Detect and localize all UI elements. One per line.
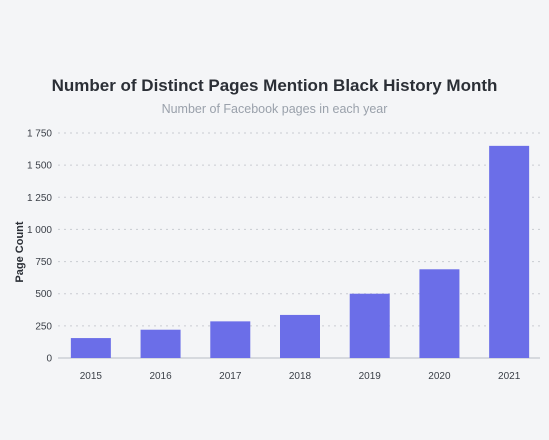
bar — [70, 338, 111, 358]
chart-title: Number of Distinct Pages Mention Black H… — [51, 76, 498, 95]
y-tick-label: 500 — [35, 289, 52, 300]
y-tick-label: 1 500 — [27, 161, 52, 172]
y-tick-label: 750 — [35, 257, 52, 268]
bar — [140, 329, 181, 358]
chart-subtitle: Number of Facebook pages in each year — [161, 102, 388, 116]
y-tick-label: 1 250 — [27, 193, 52, 204]
bar — [210, 321, 251, 358]
x-tick-label: 2016 — [149, 371, 172, 382]
bar — [419, 269, 460, 358]
x-tick-label: 2021 — [498, 371, 521, 382]
bar — [280, 314, 320, 358]
y-tick-label: 0 — [46, 354, 52, 365]
y-tick-label: 1 000 — [27, 225, 52, 236]
bar — [349, 293, 390, 358]
y-tick-label: 250 — [35, 321, 52, 332]
y-tick-label: 1 750 — [27, 129, 52, 140]
x-tick-label: 2017 — [219, 371, 242, 382]
x-tick-label: 2018 — [289, 371, 312, 382]
x-tick-label: 2019 — [359, 371, 382, 382]
x-tick-label: 2020 — [428, 371, 451, 382]
x-tick-label: 2015 — [80, 371, 103, 382]
bar — [489, 145, 530, 358]
